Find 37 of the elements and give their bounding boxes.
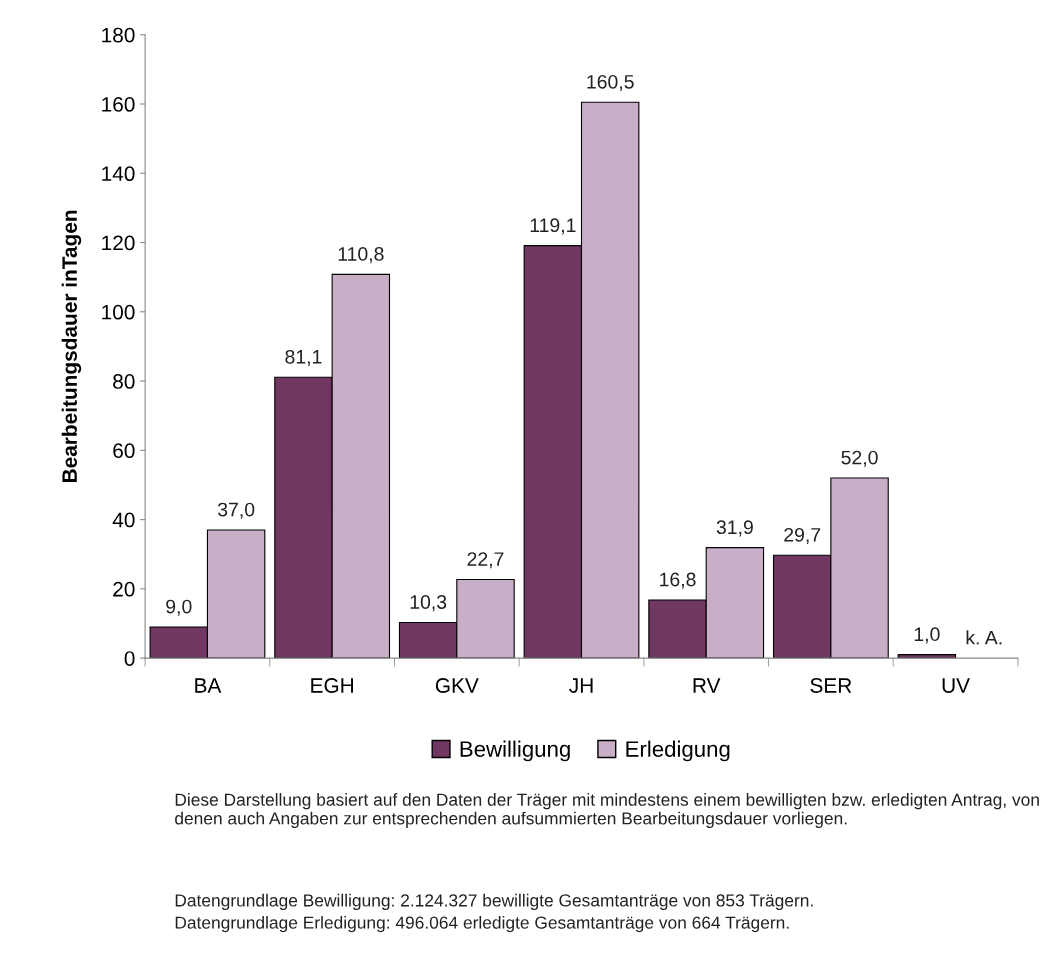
y-axis-title: Bearbeitungsdauer inTagen (61, 210, 82, 483)
x-tick-label: JH (569, 678, 593, 693)
x-tick-label: SER (810, 678, 852, 693)
y-tick-label: 160 (102, 97, 135, 112)
y-tick-label: 80 (113, 374, 135, 389)
data-label: 22,7 (467, 552, 504, 569)
y-tick-label: 0 (124, 651, 135, 666)
y-tick-label: 140 (102, 166, 135, 182)
data-label: 52,0 (841, 450, 878, 467)
y-tick-label: 100 (102, 304, 135, 320)
x-tick-label: EGH (311, 678, 354, 693)
legend-label: Erledigung (626, 740, 730, 762)
data-label: 9,0 (166, 599, 192, 616)
y-tick-label: 60 (113, 443, 135, 459)
text: k. A. (966, 630, 1002, 645)
text: Datengrundlage Erledigung: 496.064 erledigte Gesamtanträge von 664 Trägern. (175, 916, 789, 933)
text: Diese Darstellung basiert auf den Daten der Träger mit mindestens einem bewilligten bzw. erledigten Antrag, von denen auch Angaben zur entsprechenden aufsummierten Bearbeitungsdauer vorliegen. (175, 793, 1039, 828)
data-label: 81,1 (285, 349, 322, 366)
data-label: 37,0 (217, 502, 255, 519)
x-tick-label: RV (693, 678, 721, 693)
y-tick-label: 20 (113, 581, 135, 597)
data-label: 10,3 (410, 595, 447, 612)
x-tick-label: BA (195, 678, 222, 693)
data-label: 119,1 (530, 218, 576, 235)
data-label: 1,0 (914, 627, 940, 644)
data-label: 110,8 (338, 247, 384, 264)
data-label: 29,7 (784, 527, 821, 544)
text: Datengrundlage Bewilligung: 2.124.327 bewilligte Gesamtanträge von 853 Trägern. (175, 893, 813, 910)
data-label: 16,8 (660, 572, 696, 589)
y-tick-label: 120 (102, 235, 135, 251)
data-label: 31,9 (716, 520, 753, 537)
x-tick-label: GKV (435, 678, 479, 693)
legend-label: Bewilligung (460, 740, 570, 762)
y-tick-label: 180 (102, 27, 135, 43)
data-label: 160,5 (587, 74, 634, 92)
y-tick-label: 40 (112, 512, 135, 528)
x-tick-label: UV (942, 678, 970, 693)
